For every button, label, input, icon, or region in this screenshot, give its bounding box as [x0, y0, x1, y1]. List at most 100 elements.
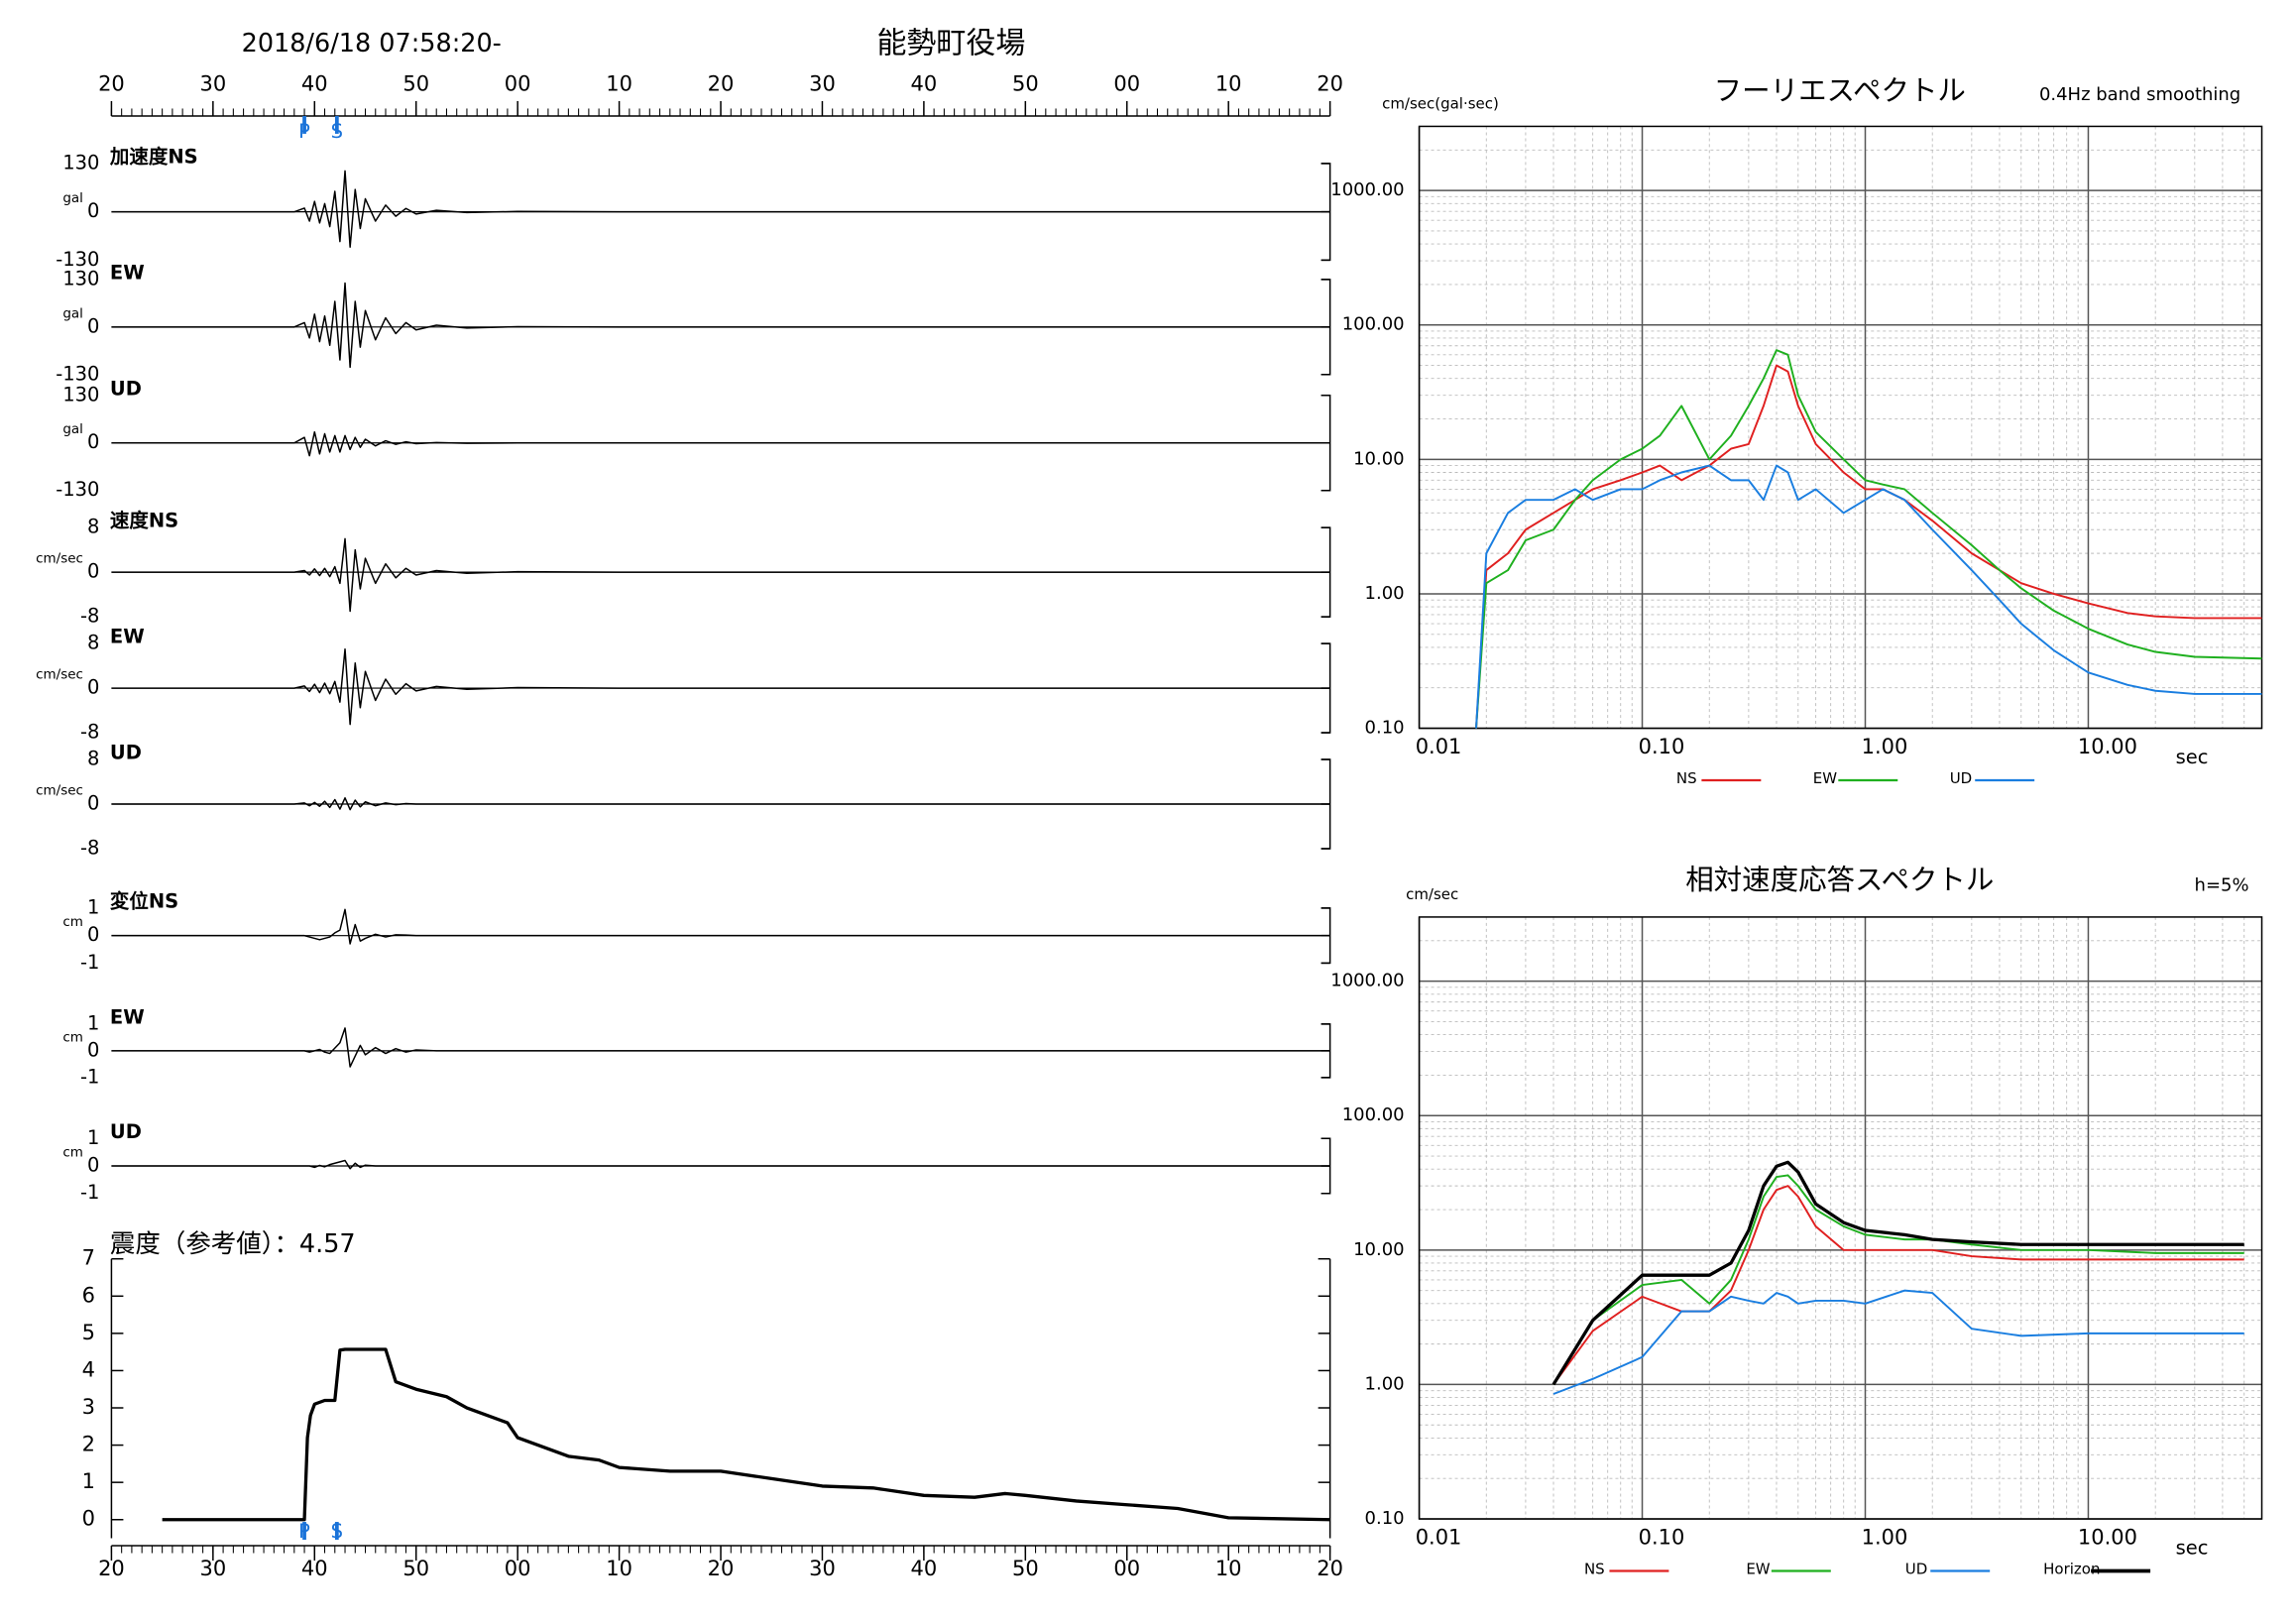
x-tick-label: 50	[402, 71, 429, 95]
legend-label: EW	[1746, 1561, 1770, 1578]
legend-label: NS	[1676, 769, 1697, 787]
x-unit: sec	[2176, 746, 2209, 768]
panel-label: EW	[110, 626, 145, 648]
plot-frame	[110, 1258, 1331, 1539]
y-tick-label: 1000.00	[1330, 971, 1404, 991]
y-unit: cm/sec	[1406, 885, 1458, 903]
x-tick-label: 20	[708, 1557, 735, 1580]
y-tick-label: 7	[82, 1246, 95, 1270]
x-tick-label: 30	[809, 1557, 836, 1580]
y-unit: cm/sec(gal·sec)	[1382, 94, 1499, 112]
unit-label: cm/sec	[36, 551, 83, 567]
waveform-trace	[111, 647, 1330, 726]
x-tick-label: 50	[1012, 1557, 1039, 1580]
y-tick-label: -8	[80, 721, 99, 744]
y-tick-label: 1	[87, 895, 99, 918]
x-tick-label: 00	[505, 71, 531, 95]
x-tick-label: 10	[1215, 71, 1242, 95]
y-tick-label: 0	[87, 792, 99, 815]
y-tick-label: -1	[80, 1065, 99, 1088]
x-unit: sec	[2176, 1537, 2209, 1560]
y-tick-label: 0	[87, 199, 99, 222]
y-tick-label: 0	[87, 1038, 99, 1061]
x-tick-label: 00	[1113, 71, 1140, 95]
unit-label: gal	[62, 305, 83, 321]
unit-label: cm/sec	[36, 667, 83, 683]
unit-label: gal	[62, 190, 83, 206]
spectrum-line	[1475, 364, 2262, 729]
panel-label: 速度NS	[110, 510, 178, 532]
panel-label: 加速度NS	[109, 145, 198, 168]
x-tick-label: 10.00	[2078, 1526, 2137, 1550]
waveform-trace	[111, 908, 1330, 945]
y-tick-label: 0	[87, 560, 99, 583]
y-tick-label: -130	[56, 478, 99, 501]
y-tick-label: 130	[62, 267, 99, 290]
panel-label: UD	[110, 742, 142, 764]
spectrum-title: 相対速度応答スペクトル	[1685, 864, 1994, 896]
y-tick-label: 0	[87, 314, 99, 337]
y-tick-label: 2	[82, 1433, 95, 1456]
y-tick-label: 0	[87, 923, 99, 946]
unit-label: gal	[62, 421, 83, 437]
x-tick-label: 50	[402, 1557, 429, 1580]
legend-label: NS	[1584, 1561, 1605, 1578]
panel-label: 変位NS	[110, 889, 178, 912]
y-tick-label: -8	[80, 605, 99, 628]
x-tick-label: 10	[606, 71, 632, 95]
unit-label: cm	[62, 1029, 83, 1045]
x-tick-label: 40	[301, 71, 328, 95]
x-tick-label: 50	[1012, 71, 1039, 95]
x-tick-label: 40	[301, 1557, 328, 1580]
x-tick-label: 00	[505, 1557, 531, 1580]
waveform-trace	[111, 170, 1330, 248]
y-tick-label: 3	[82, 1395, 95, 1419]
waveform-trace	[111, 797, 1330, 811]
y-tick-label: 0	[87, 676, 99, 699]
y-tick-label: -130	[56, 362, 99, 385]
panel-label: EW	[110, 1005, 145, 1028]
y-tick-label: 5	[82, 1321, 95, 1344]
x-tick-label: 20	[1317, 71, 1343, 95]
y-tick-label: 1	[87, 1126, 99, 1149]
y-tick-label: -1	[80, 1181, 99, 1204]
y-tick-label: 10.00	[1353, 448, 1404, 469]
x-tick-label: 0.01	[1416, 1526, 1462, 1550]
y-tick-label: 8	[87, 748, 99, 770]
x-tick-label: 20	[708, 71, 735, 95]
unit-label: cm	[62, 914, 83, 930]
x-tick-label: 10	[606, 1557, 632, 1580]
x-tick-label: 30	[809, 71, 836, 95]
unit-label: cm/sec	[36, 783, 83, 799]
y-tick-label: 1.00	[1365, 1373, 1405, 1394]
y-tick-label: 0	[87, 1154, 99, 1177]
waveform-trace	[111, 282, 1330, 369]
x-tick-label: 20	[1317, 1557, 1343, 1580]
y-tick-label: 1	[82, 1469, 95, 1493]
legend-label: EW	[1813, 769, 1837, 787]
x-tick-label: 1.00	[1862, 1526, 1908, 1550]
panel-label: UD	[110, 377, 142, 400]
y-tick-label: 0.10	[1365, 1508, 1405, 1529]
x-tick-label: 30	[200, 71, 227, 95]
y-tick-label: -8	[80, 836, 99, 859]
plot-frame	[1418, 125, 2263, 730]
y-tick-label: 1.00	[1365, 583, 1405, 604]
y-tick-label: 1	[87, 1011, 99, 1034]
x-tick-label: 20	[98, 1557, 125, 1580]
x-tick-label: 1.00	[1862, 735, 1908, 758]
y-tick-label: 4	[82, 1357, 95, 1381]
phase-label: P	[298, 120, 310, 143]
y-tick-label: 8	[87, 632, 99, 654]
phase-label: S	[331, 120, 343, 143]
y-tick-label: 0	[82, 1507, 95, 1531]
spectrum-title: フーリエスペクトル	[1714, 74, 1966, 107]
x-tick-label: 10.00	[2078, 735, 2137, 758]
x-tick-label: 0.10	[1639, 1526, 1685, 1550]
x-tick-label: 30	[200, 1557, 227, 1580]
y-tick-label: 130	[62, 383, 99, 406]
x-tick-label: 0.10	[1639, 735, 1685, 758]
